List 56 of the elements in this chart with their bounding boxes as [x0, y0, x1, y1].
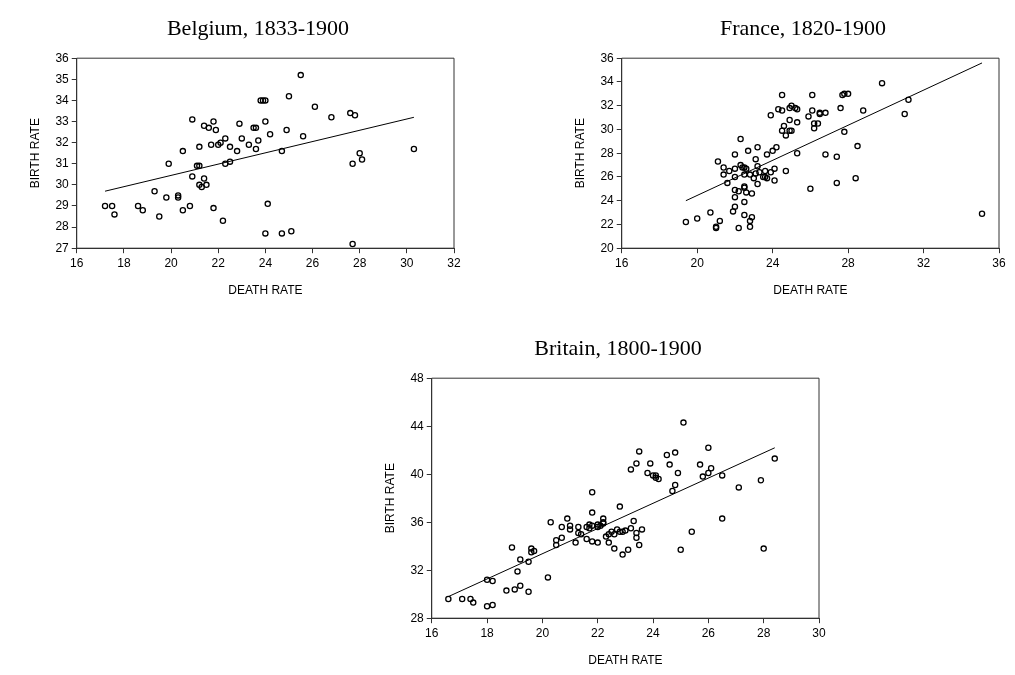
x-tick-label: 18: [117, 255, 131, 270]
y-tick-label: 28: [410, 610, 425, 625]
y-tick-label: 22: [600, 216, 615, 231]
y-tick-label: 28: [55, 219, 70, 234]
x-tick-label: 24: [765, 255, 780, 270]
x-tick-label: 22: [211, 255, 226, 270]
x-axis-title: DEATH RATE: [588, 653, 663, 668]
y-tick-label: 48: [410, 370, 425, 385]
x-tick-label: 32: [447, 255, 461, 270]
y-tick-label: 26: [600, 169, 615, 184]
y-tick-label: 36: [410, 514, 425, 529]
y-tick-label: 32: [410, 562, 425, 577]
x-tick-label: 20: [164, 255, 179, 270]
y-tick-label: 35: [55, 71, 70, 86]
y-tick-label: 30: [55, 177, 70, 192]
x-tick-label: 24: [646, 625, 661, 640]
y-tick-label: 27: [55, 240, 70, 255]
y-tick-label: 32: [55, 134, 70, 149]
x-tick-label: 16: [70, 255, 84, 270]
x-tick-label: 30: [400, 255, 414, 270]
x-tick-label: 36: [992, 255, 1006, 270]
x-tick-label: 28: [757, 625, 771, 640]
x-tick-label: 18: [480, 625, 495, 640]
x-tick-label: 30: [812, 625, 826, 640]
y-axis-title: BIRTH RATE: [572, 118, 587, 189]
x-tick-label: 16: [615, 255, 629, 270]
y-tick-label: 34: [600, 74, 615, 89]
x-axis-title: DEATH RATE: [773, 283, 848, 298]
y-tick-label: 20: [600, 240, 615, 255]
y-axis-title: BIRTH RATE: [27, 118, 42, 189]
y-tick-label: 32: [600, 98, 615, 113]
y-tick-label: 36: [600, 50, 615, 65]
y-tick-label: 40: [410, 466, 425, 481]
y-tick-label: 33: [55, 113, 70, 128]
chart-title: France, 1820-1900: [718, 14, 888, 42]
y-tick-label: 44: [410, 418, 425, 433]
x-tick-label: 32: [916, 255, 931, 270]
y-tick-label: 30: [600, 121, 615, 136]
x-axis-title: DEATH RATE: [228, 283, 303, 298]
y-axis-title: BIRTH RATE: [382, 463, 397, 534]
y-tick-label: 31: [55, 156, 70, 171]
y-tick-label: 28: [600, 145, 615, 160]
y-tick-label: 24: [600, 193, 615, 208]
y-tick-label: 34: [55, 92, 70, 107]
x-tick-label: 26: [701, 625, 716, 640]
x-tick-label: 24: [258, 255, 273, 270]
x-tick-label: 20: [690, 255, 705, 270]
chart-title: Belgium, 1833-1900: [165, 14, 351, 42]
x-tick-label: 28: [353, 255, 367, 270]
x-tick-label: 16: [425, 625, 439, 640]
y-tick-label: 36: [55, 50, 70, 65]
y-tick-label: 29: [55, 198, 70, 213]
x-tick-label: 20: [535, 625, 550, 640]
x-tick-label: 28: [841, 255, 856, 270]
x-tick-label: 26: [305, 255, 320, 270]
chart-title: Britain, 1800-1900: [533, 334, 703, 362]
